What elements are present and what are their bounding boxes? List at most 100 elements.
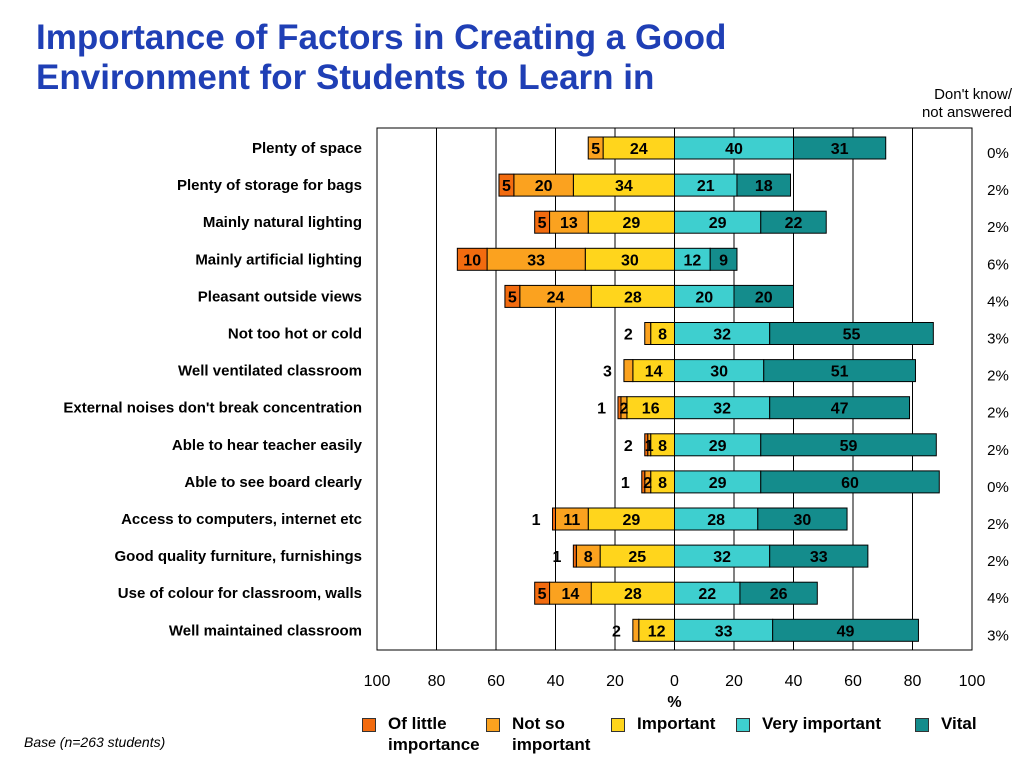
data-label-very-important: 12 — [683, 252, 701, 269]
data-label-vital: 59 — [840, 438, 858, 455]
bar-segment-vital — [760, 470, 940, 494]
data-label-very-important: 33 — [715, 623, 733, 640]
bar-segment-vital — [769, 396, 911, 420]
data-label-vital: 30 — [794, 512, 812, 529]
dont-know-value: 2% — [987, 553, 1009, 570]
data-label-not-so-important: 5 — [591, 141, 600, 158]
category-label: Good quality furniture, furnishings — [115, 548, 363, 565]
legend-label-very-important: Very important — [762, 714, 882, 733]
data-label-important: 29 — [622, 215, 640, 232]
data-label-of-little-importance-outside: 1 — [552, 549, 561, 566]
bar-segment-vital — [769, 322, 934, 345]
bar-segment-of-little-importance — [641, 470, 646, 494]
x-tick-label: 0 — [670, 673, 679, 690]
data-label-of-little-importance: 5 — [538, 586, 547, 603]
data-label-not-so-important: 33 — [527, 252, 545, 269]
dont-know-value: 2% — [987, 516, 1009, 533]
data-label-important: 34 — [615, 178, 633, 195]
bar-segment-not-so-important — [587, 136, 604, 160]
data-label-important: 8 — [658, 438, 667, 455]
data-label-not-so-important: 11 — [563, 512, 580, 529]
x-tick-label: 100 — [959, 673, 986, 690]
category-label: Well maintained classroom — [169, 622, 362, 639]
category-label: Able to see board clearly — [184, 474, 362, 491]
dont-know-value: 2% — [987, 405, 1009, 422]
dont-know-value: 2% — [987, 368, 1009, 385]
bar-segment-not-so-important — [623, 359, 634, 383]
bar-segment-of-little-importance — [534, 581, 551, 605]
bar-segment-vital — [739, 581, 818, 605]
data-label-not-so-important: 8 — [584, 549, 593, 566]
dont-know-value: 4% — [987, 293, 1009, 310]
dont-know-value: 3% — [987, 331, 1009, 348]
data-label-very-important: 32 — [713, 327, 731, 344]
category-label: Plenty of space — [252, 140, 362, 157]
bar-segment-of-little-importance — [504, 284, 521, 308]
data-label-vital: 20 — [755, 289, 773, 306]
data-label-of-little-importance-outside: 1 — [597, 401, 606, 418]
dont-know-value: 0% — [987, 479, 1009, 496]
data-label-important: 29 — [622, 512, 640, 529]
data-label-not-so-important: 13 — [560, 215, 578, 232]
x-tick-label: 20 — [606, 673, 624, 690]
x-tick-label: 40 — [547, 673, 565, 690]
x-tick-label: 60 — [844, 673, 862, 690]
base-note: Base (n=263 students) — [24, 734, 166, 750]
legend-label-important: Important — [637, 714, 716, 733]
data-label-of-little-importance-outside: 2 — [624, 438, 633, 455]
bar-segment-of-little-importance — [617, 396, 622, 420]
dont-know-value: 2% — [987, 442, 1009, 459]
data-label-of-little-importance-outside: 2 — [624, 327, 633, 344]
bar-segment-of-little-importance — [552, 507, 557, 531]
data-label-very-important: 29 — [709, 215, 727, 232]
category-label: Use of colour for classroom, walls — [118, 585, 362, 602]
dont-know-value: 0% — [987, 145, 1009, 162]
dont-know-header-line1: Don't know/ — [934, 86, 1012, 103]
data-label-very-important: 22 — [698, 586, 716, 603]
bar-segment-vital — [733, 284, 794, 308]
data-label-vital: 18 — [755, 178, 773, 195]
category-label: Well ventilated classroom — [178, 363, 362, 380]
data-label-important: 8 — [658, 475, 667, 492]
data-label-vital: 22 — [785, 215, 803, 232]
x-tick-label: 80 — [428, 673, 446, 690]
data-label-of-little-importance-outside: 1 — [621, 475, 630, 492]
chart-legend: Of little importance Not so important Impo… — [362, 714, 1012, 761]
bar-segment-vital — [793, 136, 887, 160]
bar-segment-not-so-important — [644, 322, 652, 345]
dont-know-value: 4% — [987, 590, 1009, 607]
x-tick-label: 80 — [904, 673, 922, 690]
x-tick-label: 40 — [785, 673, 803, 690]
data-label-vital: 33 — [810, 549, 828, 566]
category-label: Access to computers, internet etc — [121, 511, 362, 528]
dont-know-value: 2% — [987, 182, 1009, 199]
data-label-very-important: 29 — [709, 438, 727, 455]
legend-swatch-very-important — [736, 718, 750, 732]
data-label-of-little-importance: 5 — [508, 289, 517, 306]
category-label: Pleasant outside views — [198, 288, 362, 305]
dont-know-value: 6% — [987, 256, 1009, 273]
bar-segment-of-little-importance — [498, 173, 515, 197]
bar-segment-of-little-importance — [644, 433, 649, 457]
data-label-important: 8 — [658, 327, 667, 344]
chart-title: Importance of Factors in Creating a Good… — [36, 18, 727, 97]
data-label-important: 24 — [630, 141, 648, 158]
data-label-of-little-importance: 5 — [502, 178, 511, 195]
legend-swatch-not-so-important — [486, 718, 500, 732]
bar-segment-vital — [760, 433, 937, 457]
legend-label-not-so-important: Not so important — [512, 714, 591, 754]
data-label-not-so-important: 2 — [643, 475, 652, 492]
bar-segment-vital — [772, 618, 919, 642]
bar-segment-vital — [763, 359, 916, 383]
data-label-vital: 47 — [831, 401, 849, 418]
data-label-vital: 55 — [843, 327, 861, 344]
category-label: Not too hot or cold — [228, 326, 362, 343]
data-label-vital: 60 — [841, 475, 859, 492]
x-axis-label: % — [667, 694, 681, 711]
legend-swatch-vital — [915, 718, 929, 732]
data-label-important: 28 — [624, 289, 642, 306]
dont-know-value: 2% — [987, 219, 1009, 236]
data-label-very-important: 20 — [695, 289, 713, 306]
legend-label-vital: Vital — [941, 714, 977, 733]
